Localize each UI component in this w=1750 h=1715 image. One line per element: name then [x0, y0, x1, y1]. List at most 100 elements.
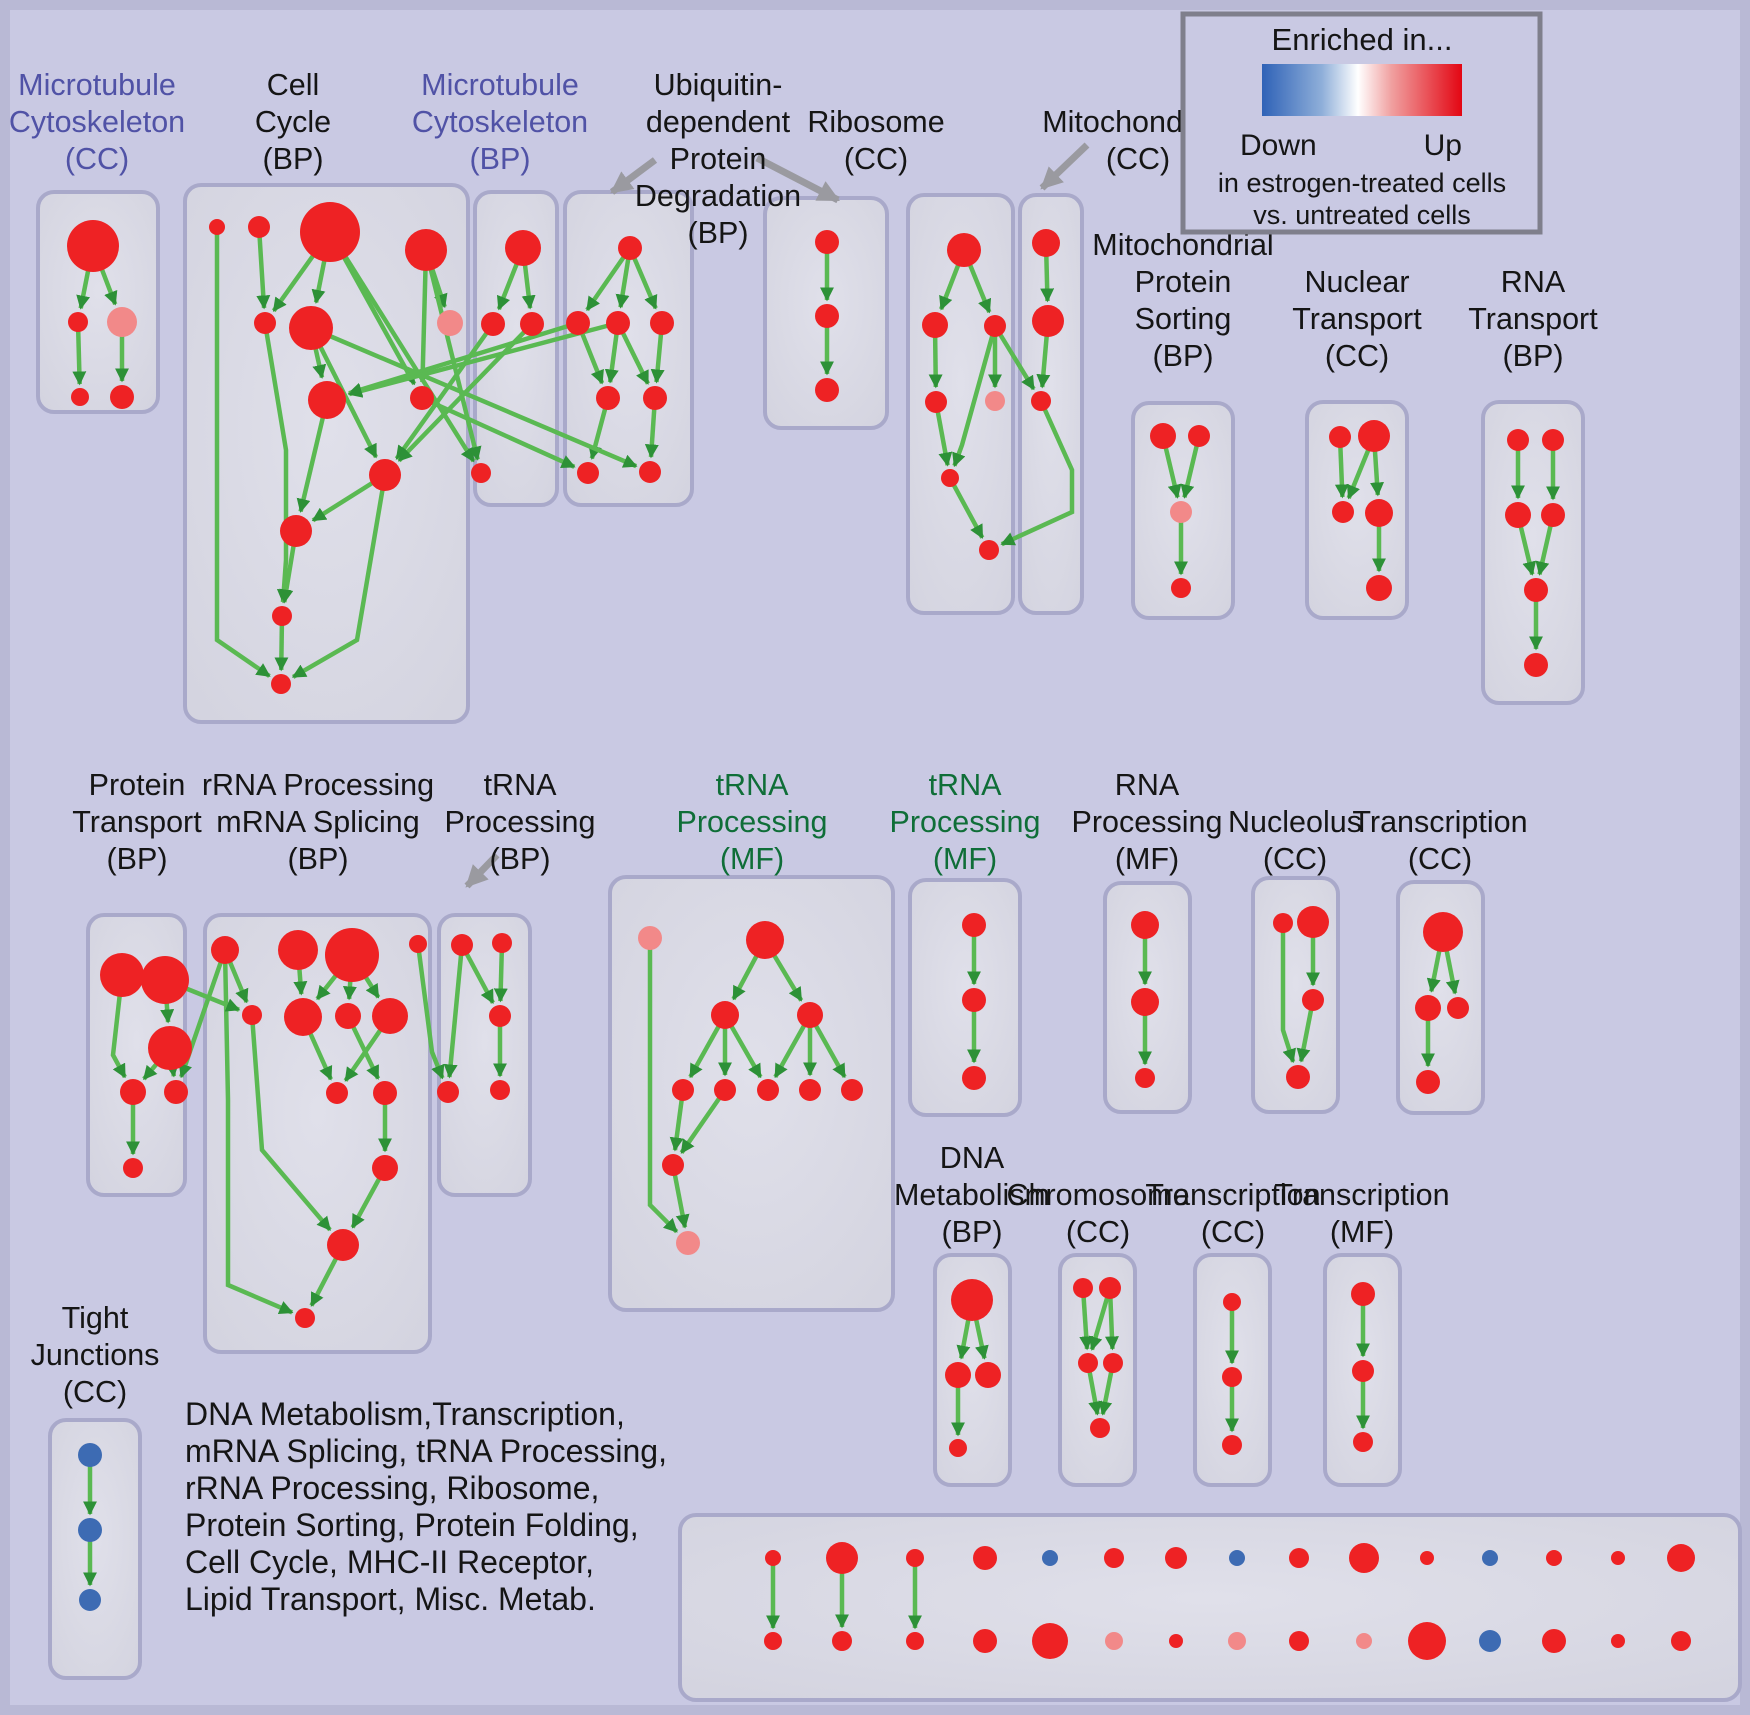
- go-term-node-red: [335, 1003, 361, 1029]
- go-term-node-pink: [1228, 1632, 1246, 1650]
- legend-subtitle-2: vs. untreated cells: [1253, 200, 1471, 230]
- cluster-label-ubiquitin-dependent-protein-degradation-bp: Ubiquitin-dependent Protein Degradation (BP…: [635, 68, 801, 250]
- go-term-node-red: [300, 202, 360, 262]
- go-term-node-red: [284, 998, 322, 1036]
- go-term-node-red: [672, 1079, 694, 1101]
- go-term-node-red: [1611, 1551, 1625, 1565]
- cluster-label-chromosome-cc: Chromosome (CC): [1006, 1178, 1189, 1249]
- go-term-node-red: [643, 386, 667, 410]
- cluster-box-rna-transport: [1481, 400, 1585, 705]
- go-term-node-red: [451, 934, 473, 956]
- go-term-node-red: [577, 462, 599, 484]
- go-term-node-red: [1223, 1293, 1241, 1311]
- go-edge: [1079, 1287, 1094, 1351]
- go-term-node-red: [100, 953, 144, 997]
- go-term-node-red: [1131, 911, 1159, 939]
- go-term-node-red: [925, 391, 947, 413]
- go-term-node-red: [1031, 391, 1051, 411]
- go-term-node-red: [1169, 1634, 1183, 1648]
- cluster-label-cell-cycle-bp: Cell Cycle (BP): [255, 68, 331, 176]
- go-term-node-pink: [1105, 1632, 1123, 1650]
- cluster-label-transcription-cc-1: Transcription (CC): [1352, 805, 1527, 876]
- go-term-node-red: [373, 1081, 397, 1105]
- go-edge: [310, 325, 638, 469]
- go-edge: [423, 249, 482, 461]
- annotation-arrow: [464, 852, 500, 889]
- go-term-node-red: [1078, 1353, 1098, 1373]
- go-term-node-red: [979, 540, 999, 560]
- go-term-node-red: [437, 1081, 459, 1103]
- go-term-node-red: [1032, 305, 1064, 337]
- go-term-node-red: [606, 311, 630, 335]
- go-term-node-red: [1165, 1547, 1187, 1569]
- go-term-node-red: [1289, 1548, 1309, 1568]
- cluster-label-trna-processing-mf-2: tRNA Processing (MF): [890, 768, 1041, 876]
- go-term-node-red: [1297, 906, 1329, 938]
- go-edge: [948, 476, 985, 539]
- go-edge: [256, 226, 271, 310]
- go-term-node-red: [1423, 912, 1463, 952]
- go-term-node-red: [1302, 989, 1324, 1011]
- go-term-node-red: [1353, 1432, 1373, 1452]
- go-term-node-red: [757, 1079, 779, 1101]
- go-term-node-red: [280, 515, 312, 547]
- go-term-node-red: [797, 1002, 823, 1028]
- go-term-node-red: [1365, 499, 1393, 527]
- go-edge: [647, 938, 679, 1234]
- go-term-node-red: [409, 935, 427, 953]
- go-term-node-red: [1541, 503, 1565, 527]
- legend-up-label: Up: [1424, 129, 1462, 162]
- go-edge: [679, 1088, 727, 1154]
- go-term-node-red: [405, 229, 447, 271]
- go-edge: [296, 399, 330, 513]
- go-term-node-red: [662, 1154, 684, 1176]
- go-edge: [347, 320, 579, 397]
- go-term-node-red: [272, 606, 292, 626]
- cluster-label-transcription-cc-2: Transcription (CC): [1145, 1178, 1320, 1249]
- legend-gradient-bar: [1262, 64, 1462, 116]
- go-term-node-red: [962, 1066, 986, 1090]
- go-term-node-red: [1415, 995, 1441, 1021]
- go-term-node-red: [1408, 1622, 1446, 1660]
- cluster-label-nucleolus-cc: Nucleolus (CC): [1228, 805, 1362, 876]
- legend: Enriched in... Down Up in estrogen-treat…: [1180, 11, 1543, 235]
- go-term-node-pink: [676, 1231, 700, 1255]
- go-term-node-red: [1420, 1551, 1434, 1565]
- cluster-label-transcription-mf: Transcription (MF): [1274, 1178, 1449, 1249]
- go-term-node-red: [714, 1079, 736, 1101]
- go-term-node-red: [248, 216, 270, 238]
- go-term-node-red: [1349, 1543, 1379, 1573]
- go-term-node-red: [505, 230, 541, 266]
- go-edge: [222, 949, 294, 1315]
- cluster-label-protein-transport-bp: Protein Transport (BP): [72, 768, 202, 876]
- go-term-node-red: [164, 1080, 188, 1104]
- go-term-node-red: [1289, 1631, 1309, 1651]
- go-term-node-red: [1032, 229, 1060, 257]
- go-term-node-red: [410, 386, 434, 410]
- go-edge: [585, 246, 632, 312]
- go-term-node-red: [326, 1082, 348, 1104]
- go-term-node-pink: [107, 307, 137, 337]
- go-term-node-red: [1171, 578, 1191, 598]
- go-term-node-red: [481, 312, 505, 336]
- go-term-node-red: [1542, 1629, 1566, 1653]
- go-term-node-red: [120, 1079, 146, 1105]
- cluster-box-rrna: [203, 913, 432, 1354]
- go-term-node-red: [951, 1279, 993, 1321]
- go-term-node-red: [1104, 1548, 1124, 1568]
- go-term-node-red: [492, 933, 512, 953]
- go-edge: [110, 974, 127, 1079]
- go-edge: [1000, 400, 1075, 547]
- go-term-node-red: [1546, 1550, 1562, 1566]
- category-list-text: DNA Metabolism,Transcription, mRNA Splici…: [185, 1396, 667, 1617]
- go-term-node-red: [1542, 429, 1564, 451]
- go-term-node-red: [1032, 1623, 1068, 1659]
- go-term-node-red: [254, 312, 276, 334]
- go-term-node-red: [242, 1005, 262, 1025]
- go-edge: [291, 474, 388, 679]
- go-term-node-red: [962, 988, 986, 1012]
- go-term-node-pink: [985, 391, 1005, 411]
- go-edge: [347, 320, 619, 398]
- go-term-node-red: [949, 1439, 967, 1457]
